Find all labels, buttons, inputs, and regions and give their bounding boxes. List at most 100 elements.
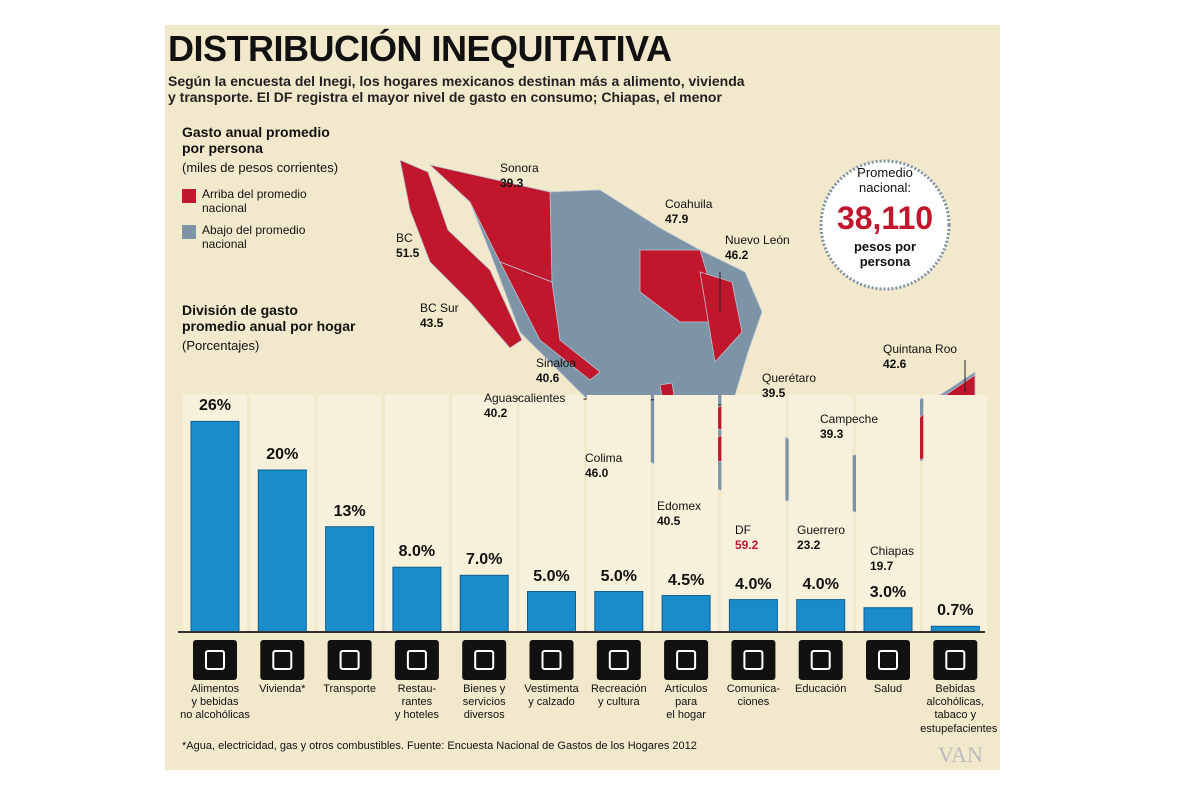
icon <box>462 640 507 680</box>
value-label: 4.0% <box>802 575 839 593</box>
nuevo-leon <box>699 271 743 363</box>
state-name: BC <box>396 231 413 245</box>
state-value: 59.2 <box>735 538 759 552</box>
state-value: 40.2 <box>484 406 508 420</box>
value-label: 13% <box>333 502 366 520</box>
icon <box>798 640 843 680</box>
state-name: Chiapas <box>870 544 915 558</box>
baja <box>399 159 523 349</box>
bar <box>863 607 913 633</box>
state-value: 23.2 <box>797 538 821 552</box>
icon-glyph <box>810 650 831 670</box>
state-name: Coahuila <box>665 197 713 211</box>
legend-title: Gasto anual promedio por persona <box>182 124 330 157</box>
category-label: Salud <box>873 683 903 695</box>
state-value: 39.3 <box>500 176 524 190</box>
bar-backdrop <box>788 395 853 632</box>
icon-glyph <box>878 650 898 670</box>
category-label: Bebidas alcohólicas, tabaco y estupefaci… <box>920 683 998 735</box>
state-value: 39.3 <box>820 427 844 441</box>
state-name: BC Sur <box>420 301 459 315</box>
state-name: Sinaloa <box>536 356 577 370</box>
state-name: Aguascalientes <box>484 391 566 405</box>
legend-label: Abajo del promedio nacional <box>202 223 306 251</box>
icon-glyph <box>608 650 629 670</box>
category-label: Recreación y cultura <box>590 683 647 709</box>
footnote: *Agua, electricidad, gas y otros combust… <box>182 740 697 752</box>
icon <box>933 640 978 680</box>
chart-subtitle: (Porcentajes) <box>182 338 260 353</box>
legend-subtitle: (miles de pesos corrientes) <box>182 160 339 175</box>
category-label: Artículos para el hogar <box>664 683 708 722</box>
icon-glyph <box>676 650 697 670</box>
aguascalientes <box>659 382 675 398</box>
icon <box>394 640 439 680</box>
state-name: DF <box>735 523 751 537</box>
icon-glyph <box>541 650 562 670</box>
bar-backdrop <box>856 395 920 632</box>
chart-title: División de gasto promedio anual por hog… <box>182 302 356 335</box>
title: DISTRIBUCIÓN INEQUITATIVA <box>168 28 672 69</box>
state-value: 40.5 <box>657 514 681 528</box>
bar-backdrop <box>721 395 786 632</box>
bar <box>661 595 711 633</box>
average-value: 38,110 <box>836 200 934 236</box>
icon <box>260 640 305 680</box>
icon <box>664 640 709 680</box>
category-label: Restau- rantes y hoteles <box>394 683 439 722</box>
subtitle: Según la encuesta del Inegi, los hogares… <box>168 73 745 106</box>
bar <box>392 566 442 633</box>
value-label: 26% <box>198 397 232 415</box>
bar <box>527 591 576 633</box>
value-label: 7.0% <box>465 551 503 569</box>
icon-glyph <box>339 650 360 670</box>
legend-label: Arriba del promedio nacional <box>202 187 307 215</box>
icon <box>529 640 574 680</box>
bar-backdrop <box>654 395 719 632</box>
legend-swatch <box>182 225 196 239</box>
legend-swatch <box>182 189 196 203</box>
state-value: 39.5 <box>762 386 786 400</box>
value-label: 4.0% <box>735 575 772 593</box>
average-badge <box>819 159 951 291</box>
state-name: Quintana Roo <box>883 342 958 356</box>
bar <box>257 469 307 633</box>
sinaloa <box>499 261 601 381</box>
state-value: 43.5 <box>420 316 444 330</box>
value-label: 8.0% <box>398 543 436 561</box>
icon <box>596 640 641 680</box>
average-unit: pesos por persona <box>853 239 917 269</box>
state-name: Colima <box>585 451 623 465</box>
state-name: Sonora <box>500 161 539 175</box>
value-label: 5.0% <box>533 567 570 585</box>
bars <box>178 395 988 680</box>
category-label: Vivienda* <box>259 683 306 695</box>
value-label: 0.7% <box>937 602 974 620</box>
icon-glyph <box>945 650 966 670</box>
state-value: 47.9 <box>665 212 689 226</box>
category-label: Bienes y servicios diversos <box>462 683 506 722</box>
category-label: Vestimenta y calzado <box>524 683 579 709</box>
category-label: Comunica- ciones <box>726 683 780 709</box>
icon-glyph <box>272 650 293 670</box>
state-value: 42.6 <box>883 357 907 371</box>
state-value: 51.5 <box>396 246 420 260</box>
coahuila <box>639 249 723 323</box>
value-label: 20% <box>266 446 299 463</box>
bar <box>190 420 240 633</box>
icon-glyph <box>474 650 495 670</box>
icon-glyph <box>205 650 225 670</box>
state-name: Nuevo León <box>725 233 790 247</box>
state-name: Guerrero <box>797 523 846 537</box>
bar <box>325 526 375 633</box>
icon <box>866 640 910 680</box>
category-label: Alimentos y bebidas no alcohólicas <box>180 683 250 722</box>
category-label: Educación <box>795 683 847 695</box>
state-name: Edomex <box>657 499 702 513</box>
icon-glyph <box>743 650 764 670</box>
value-label: 5.0% <box>600 567 638 585</box>
icon <box>193 640 237 680</box>
icon <box>731 640 776 680</box>
